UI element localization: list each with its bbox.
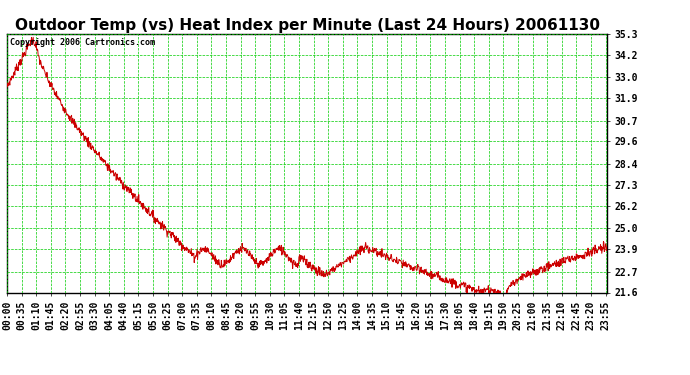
- Text: Copyright 2006 Cartronics.com: Copyright 2006 Cartronics.com: [10, 38, 155, 46]
- Title: Outdoor Temp (vs) Heat Index per Minute (Last 24 Hours) 20061130: Outdoor Temp (vs) Heat Index per Minute …: [14, 18, 600, 33]
